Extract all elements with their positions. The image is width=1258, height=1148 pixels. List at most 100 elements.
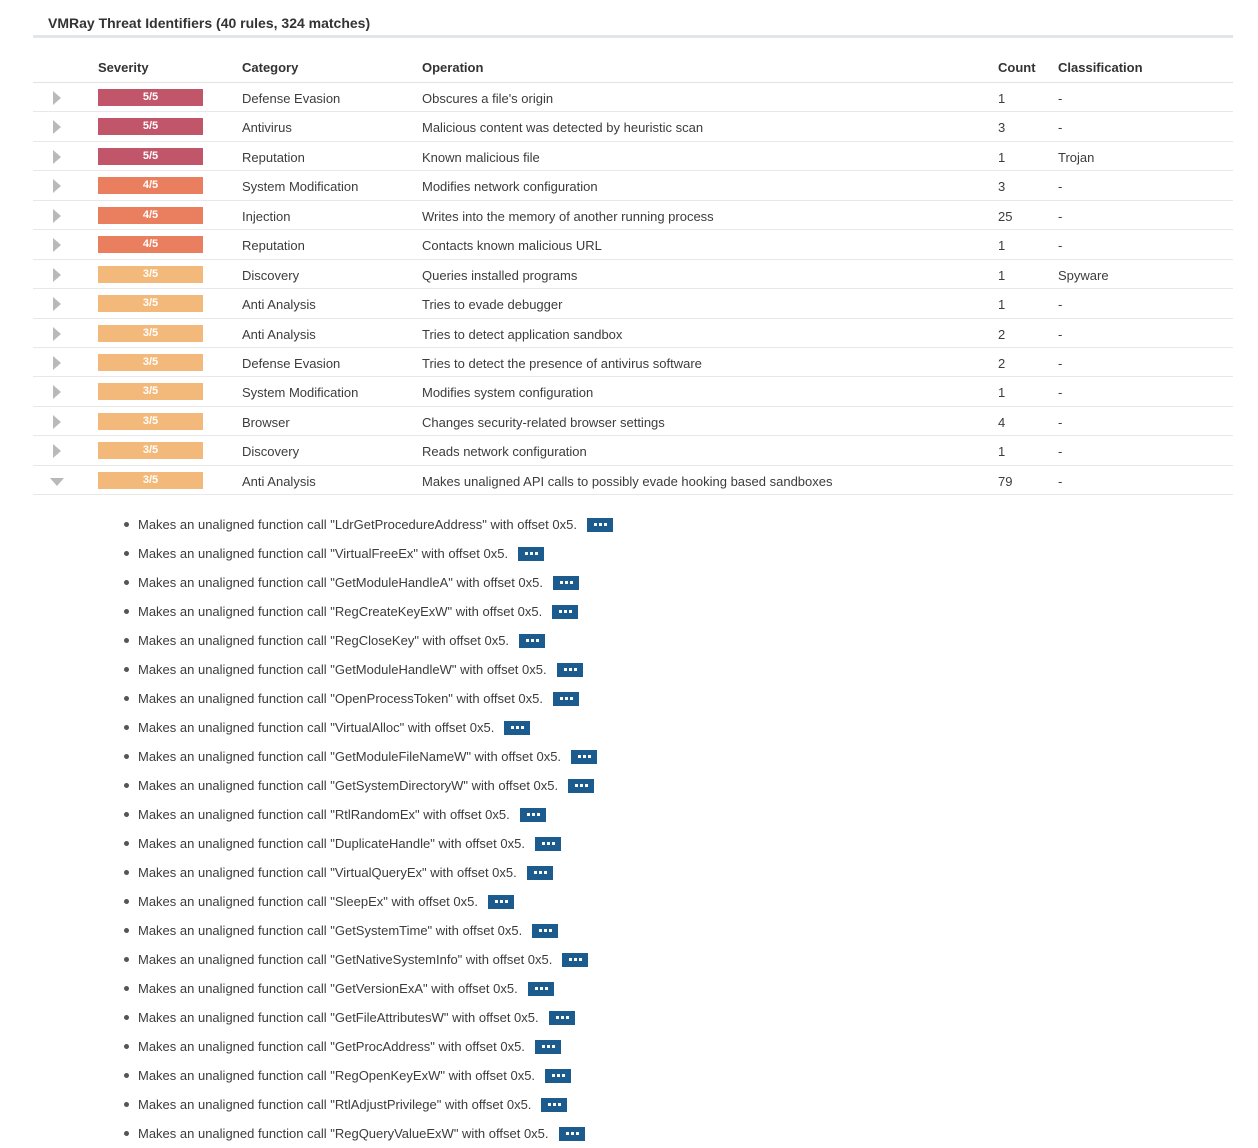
category-cell: Defense Evasion bbox=[242, 91, 341, 106]
table-row[interactable]: 4/5 System Modification Modifies network c… bbox=[33, 171, 1233, 201]
expand-caret-icon[interactable] bbox=[53, 297, 61, 312]
expand-caret-icon[interactable] bbox=[53, 326, 61, 341]
table-row[interactable]: 3/5 Anti Analysis Tries to evade debugger 1… bbox=[33, 289, 1233, 319]
detail-list-item: Makes an unaligned function call "GetFil… bbox=[124, 1003, 1024, 1032]
more-details-button[interactable] bbox=[568, 778, 595, 793]
ellipsis-dot-icon bbox=[551, 841, 555, 845]
ellipsis-dot-icon bbox=[559, 609, 563, 613]
operation-cell: Reads network configuration bbox=[422, 444, 587, 460]
more-details-button[interactable] bbox=[562, 952, 589, 967]
detail-list-item: Makes an unaligned function call "Virtua… bbox=[124, 858, 1024, 887]
table-row[interactable]: 3/5 System Modification Modifies system co… bbox=[33, 377, 1233, 407]
detail-text: Makes an unaligned function call "RegClo… bbox=[138, 633, 510, 648]
ellipsis-dot-icon bbox=[494, 899, 498, 903]
detail-text: Makes an unaligned function call "RtlRan… bbox=[138, 807, 510, 822]
header-count[interactable]: Count bbox=[998, 60, 1036, 75]
ellipsis-dot-icon bbox=[544, 928, 548, 932]
ellipsis-dot-icon bbox=[557, 1073, 561, 1077]
expand-caret-icon[interactable] bbox=[53, 385, 61, 400]
expand-caret-icon[interactable] bbox=[53, 414, 61, 429]
more-details-button[interactable] bbox=[558, 1126, 585, 1141]
table-row[interactable]: 3/5 Browser Changes security-related brows… bbox=[33, 407, 1233, 437]
more-details-button[interactable] bbox=[548, 1010, 575, 1025]
more-details-button[interactable] bbox=[571, 749, 598, 764]
expand-caret-icon[interactable] bbox=[53, 355, 61, 370]
table-row[interactable]: 4/5 Reputation Contacts known malicious UR… bbox=[33, 230, 1233, 260]
more-details-button[interactable] bbox=[526, 865, 553, 880]
table-row[interactable]: 5/5 Defense Evasion Obscures a file's orig… bbox=[33, 83, 1233, 113]
expand-caret-icon[interactable] bbox=[53, 238, 61, 253]
bullet-icon bbox=[124, 1073, 129, 1078]
severity-badge: 3/5 bbox=[98, 471, 203, 489]
ellipsis-dot-icon bbox=[570, 696, 573, 700]
collapse-caret-icon[interactable] bbox=[50, 477, 64, 486]
more-details-button[interactable] bbox=[504, 720, 531, 735]
ellipsis-dot-icon bbox=[536, 638, 540, 642]
more-details-button[interactable] bbox=[586, 517, 613, 532]
classification-cell: - bbox=[1058, 120, 1063, 136]
more-details-button[interactable] bbox=[553, 691, 579, 706]
detail-list-item: Makes an unaligned function call "GetMod… bbox=[124, 742, 1024, 771]
detail-text: Makes an unaligned function call "RtlAdj… bbox=[138, 1097, 532, 1112]
count-cell: 1 bbox=[998, 385, 1006, 401]
bullet-icon bbox=[124, 1015, 129, 1020]
more-details-button[interactable] bbox=[552, 604, 579, 619]
table-row[interactable]: 4/5 Injection Writes into the memory of an… bbox=[33, 201, 1233, 231]
table-row[interactable]: 3/5 Anti Analysis Makes unaligned API call… bbox=[33, 466, 1233, 496]
severity-badge: 3/5 bbox=[98, 265, 203, 283]
more-details-button[interactable] bbox=[532, 923, 559, 938]
count-cell: 4 bbox=[998, 414, 1006, 430]
header-category[interactable]: Category bbox=[242, 60, 299, 75]
ellipsis-dot-icon bbox=[569, 957, 573, 961]
more-details-button[interactable] bbox=[534, 1039, 561, 1054]
table-row[interactable]: 3/5 Defense Evasion Tries to detect the pr… bbox=[33, 348, 1233, 378]
more-details-button[interactable] bbox=[541, 1097, 568, 1112]
more-details-button[interactable] bbox=[518, 546, 545, 561]
detail-text: Makes an unaligned function call "RegQue… bbox=[138, 1126, 549, 1141]
category-cell: Anti Analysis bbox=[242, 326, 316, 342]
table-row[interactable]: 3/5 Discovery Reads network configuration 1… bbox=[33, 436, 1233, 466]
classification-cell: - bbox=[1058, 473, 1063, 489]
more-details-button[interactable] bbox=[519, 807, 546, 822]
table-row[interactable]: 5/5 Reputation Known malicious file 1 Trojan bbox=[33, 142, 1233, 172]
table-row[interactable]: 3/5 Discovery Queries installed programs 1 S… bbox=[33, 260, 1233, 290]
ellipsis-dot-icon bbox=[533, 870, 537, 874]
more-details-button[interactable] bbox=[534, 836, 561, 851]
expand-caret-icon[interactable] bbox=[53, 149, 61, 164]
more-details-button[interactable] bbox=[527, 981, 554, 996]
severity-badge: 3/5 bbox=[98, 412, 203, 430]
detail-text: Makes an unaligned function call "SleepE… bbox=[138, 894, 478, 909]
header-severity[interactable]: Severity bbox=[98, 60, 149, 75]
more-details-button[interactable] bbox=[553, 575, 580, 590]
operation-cell: Contacts known malicious URL bbox=[422, 238, 602, 254]
ellipsis-dot-icon bbox=[525, 551, 529, 555]
detail-text: Makes an unaligned function call "Virtua… bbox=[138, 865, 517, 880]
severity-badge: 5/5 bbox=[98, 147, 203, 165]
bullet-icon bbox=[124, 638, 129, 643]
expand-caret-icon[interactable] bbox=[53, 267, 61, 282]
more-details-button[interactable] bbox=[487, 894, 514, 909]
operation-cell: Known malicious file bbox=[422, 149, 540, 165]
more-details-button[interactable] bbox=[556, 662, 583, 677]
ellipsis-dot-icon bbox=[560, 696, 563, 700]
expand-caret-icon[interactable] bbox=[53, 208, 61, 223]
bullet-icon bbox=[124, 667, 129, 672]
expand-caret-icon[interactable] bbox=[53, 179, 61, 194]
table-row[interactable]: 5/5 Antivirus Malicious content was detect… bbox=[33, 112, 1233, 142]
severity-badge: 3/5 bbox=[98, 383, 203, 401]
expand-caret-icon[interactable] bbox=[53, 444, 61, 459]
ellipsis-dot-icon bbox=[558, 1102, 562, 1106]
ellipsis-dot-icon bbox=[575, 783, 579, 787]
more-details-button[interactable] bbox=[519, 633, 546, 648]
detail-list-item: Makes an unaligned function call "GetMod… bbox=[124, 655, 1024, 684]
ellipsis-dot-icon bbox=[538, 870, 542, 874]
header-classification[interactable]: Classification bbox=[1058, 60, 1143, 75]
header-operation[interactable]: Operation bbox=[422, 60, 484, 75]
count-cell: 2 bbox=[998, 355, 1006, 371]
detail-list-item: Makes an unaligned function call "GetSys… bbox=[124, 916, 1024, 945]
table-row[interactable]: 3/5 Anti Analysis Tries to detect applicat… bbox=[33, 319, 1233, 348]
expand-caret-icon[interactable] bbox=[53, 120, 61, 135]
ellipsis-dot-icon bbox=[546, 841, 550, 845]
expand-caret-icon[interactable] bbox=[53, 91, 61, 105]
more-details-button[interactable] bbox=[545, 1068, 572, 1083]
